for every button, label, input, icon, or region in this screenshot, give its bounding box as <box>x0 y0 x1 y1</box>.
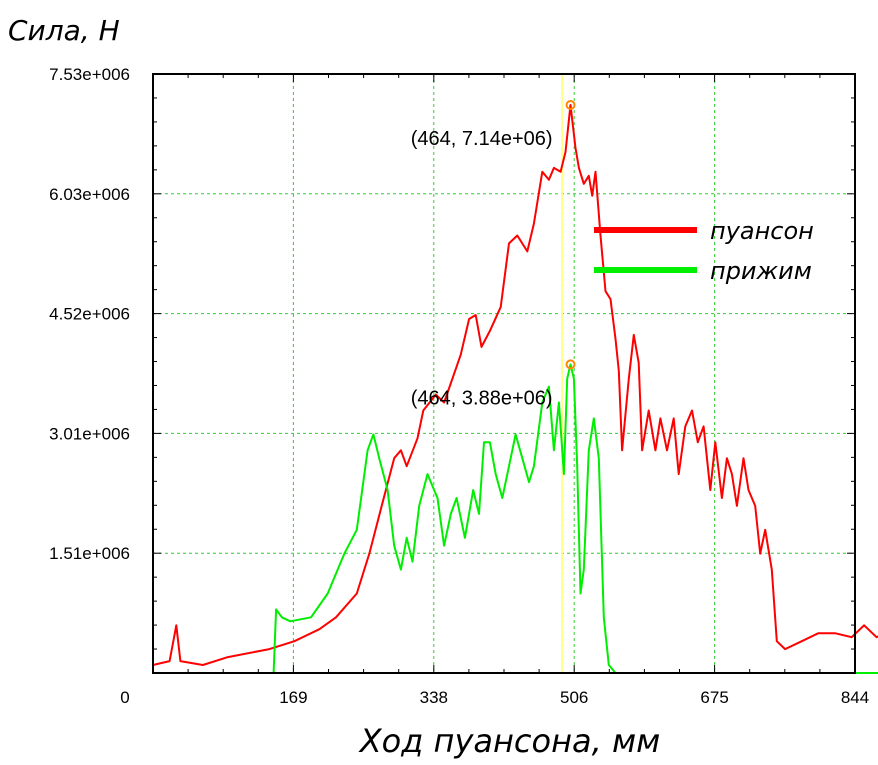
series-line-2 <box>153 363 878 674</box>
x-tick-label: 506 <box>560 688 588 707</box>
annotation-marker <box>565 359 576 370</box>
y-tick-label: 7.53e+006 <box>49 65 130 84</box>
annotation-marker <box>565 100 576 111</box>
legend-label: прижим <box>710 257 812 285</box>
x-tick-labels: 0 169 338 506 675 844 <box>120 688 869 707</box>
legend: пуансон прижим <box>594 217 814 285</box>
y-tick-label: 3.01e+006 <box>49 424 130 443</box>
x-axis-label: Ход пуансона, мм <box>358 722 661 760</box>
x-tick-label: 675 <box>700 688 728 707</box>
y-axis-label: Сила, Н <box>8 14 120 47</box>
y-tick-label: 4.52e+006 <box>49 305 130 324</box>
annotation-label: (464, 7.14e+06) <box>411 128 553 150</box>
y-tick-label: 6.03e+006 <box>49 185 130 204</box>
plot-area-frame <box>152 73 856 674</box>
x-tick-label: 169 <box>279 688 307 707</box>
series-line-1 <box>152 104 878 666</box>
x-tick-label: 844 <box>841 688 869 707</box>
grid-lines <box>153 74 855 673</box>
tick-marks <box>152 73 856 674</box>
x-tick-label: 0 <box>120 688 129 707</box>
annotations: (464, 7.14e+06) (464, 3.88e+06) <box>411 100 576 409</box>
series-group <box>152 104 878 674</box>
legend-label: пуансон <box>710 217 814 245</box>
annotation-label: (464, 3.88e+06) <box>411 387 553 409</box>
x-tick-label: 338 <box>420 688 448 707</box>
y-tick-labels: 7.53e+006 6.03e+006 4.52e+006 3.01e+006 1.51… <box>49 65 130 563</box>
y-tick-label: 1.51e+006 <box>49 544 130 563</box>
